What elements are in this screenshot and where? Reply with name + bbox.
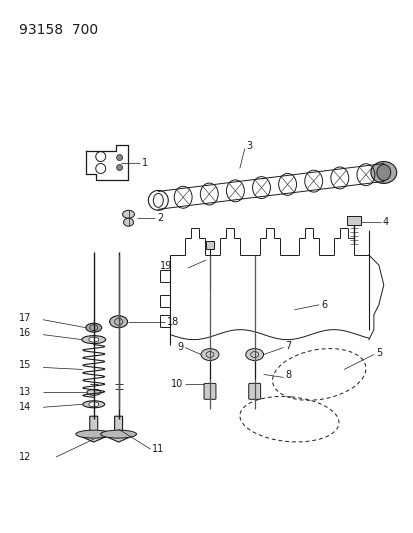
Bar — [346, 216, 360, 225]
Bar — [206, 241, 214, 249]
Text: 6: 6 — [320, 300, 327, 310]
Ellipse shape — [83, 401, 104, 408]
Ellipse shape — [109, 316, 127, 328]
Text: 8: 8 — [285, 370, 291, 381]
Ellipse shape — [100, 430, 136, 438]
Polygon shape — [100, 416, 136, 442]
Ellipse shape — [122, 211, 134, 218]
Ellipse shape — [245, 349, 263, 360]
Ellipse shape — [87, 389, 100, 395]
Text: 14: 14 — [19, 402, 31, 412]
Text: 2: 2 — [157, 213, 163, 223]
Ellipse shape — [376, 165, 390, 181]
Ellipse shape — [76, 430, 112, 438]
Circle shape — [116, 165, 122, 171]
Text: 12: 12 — [19, 452, 31, 462]
Ellipse shape — [85, 323, 102, 332]
Ellipse shape — [82, 336, 105, 344]
Ellipse shape — [370, 161, 396, 183]
Polygon shape — [76, 416, 112, 442]
Text: 19: 19 — [159, 261, 172, 271]
Text: 18: 18 — [167, 317, 179, 327]
Text: 7: 7 — [285, 341, 291, 351]
Text: 9: 9 — [177, 342, 183, 352]
Circle shape — [95, 151, 105, 161]
Text: 11: 11 — [152, 444, 164, 454]
Text: 5: 5 — [375, 348, 381, 358]
Text: 10: 10 — [171, 379, 183, 390]
Ellipse shape — [88, 337, 98, 342]
Text: 1: 1 — [142, 158, 148, 167]
Text: 15: 15 — [19, 360, 31, 370]
Ellipse shape — [123, 218, 133, 226]
FancyBboxPatch shape — [248, 383, 260, 399]
Text: 93158  700: 93158 700 — [19, 23, 98, 37]
FancyBboxPatch shape — [204, 383, 216, 399]
Text: 3: 3 — [246, 141, 252, 151]
Text: 16: 16 — [19, 328, 31, 337]
Circle shape — [95, 164, 105, 173]
Text: 17: 17 — [19, 313, 31, 323]
Text: 4: 4 — [382, 217, 388, 227]
Ellipse shape — [88, 402, 98, 407]
Ellipse shape — [201, 349, 218, 360]
Circle shape — [116, 155, 122, 160]
Text: 13: 13 — [19, 387, 31, 397]
